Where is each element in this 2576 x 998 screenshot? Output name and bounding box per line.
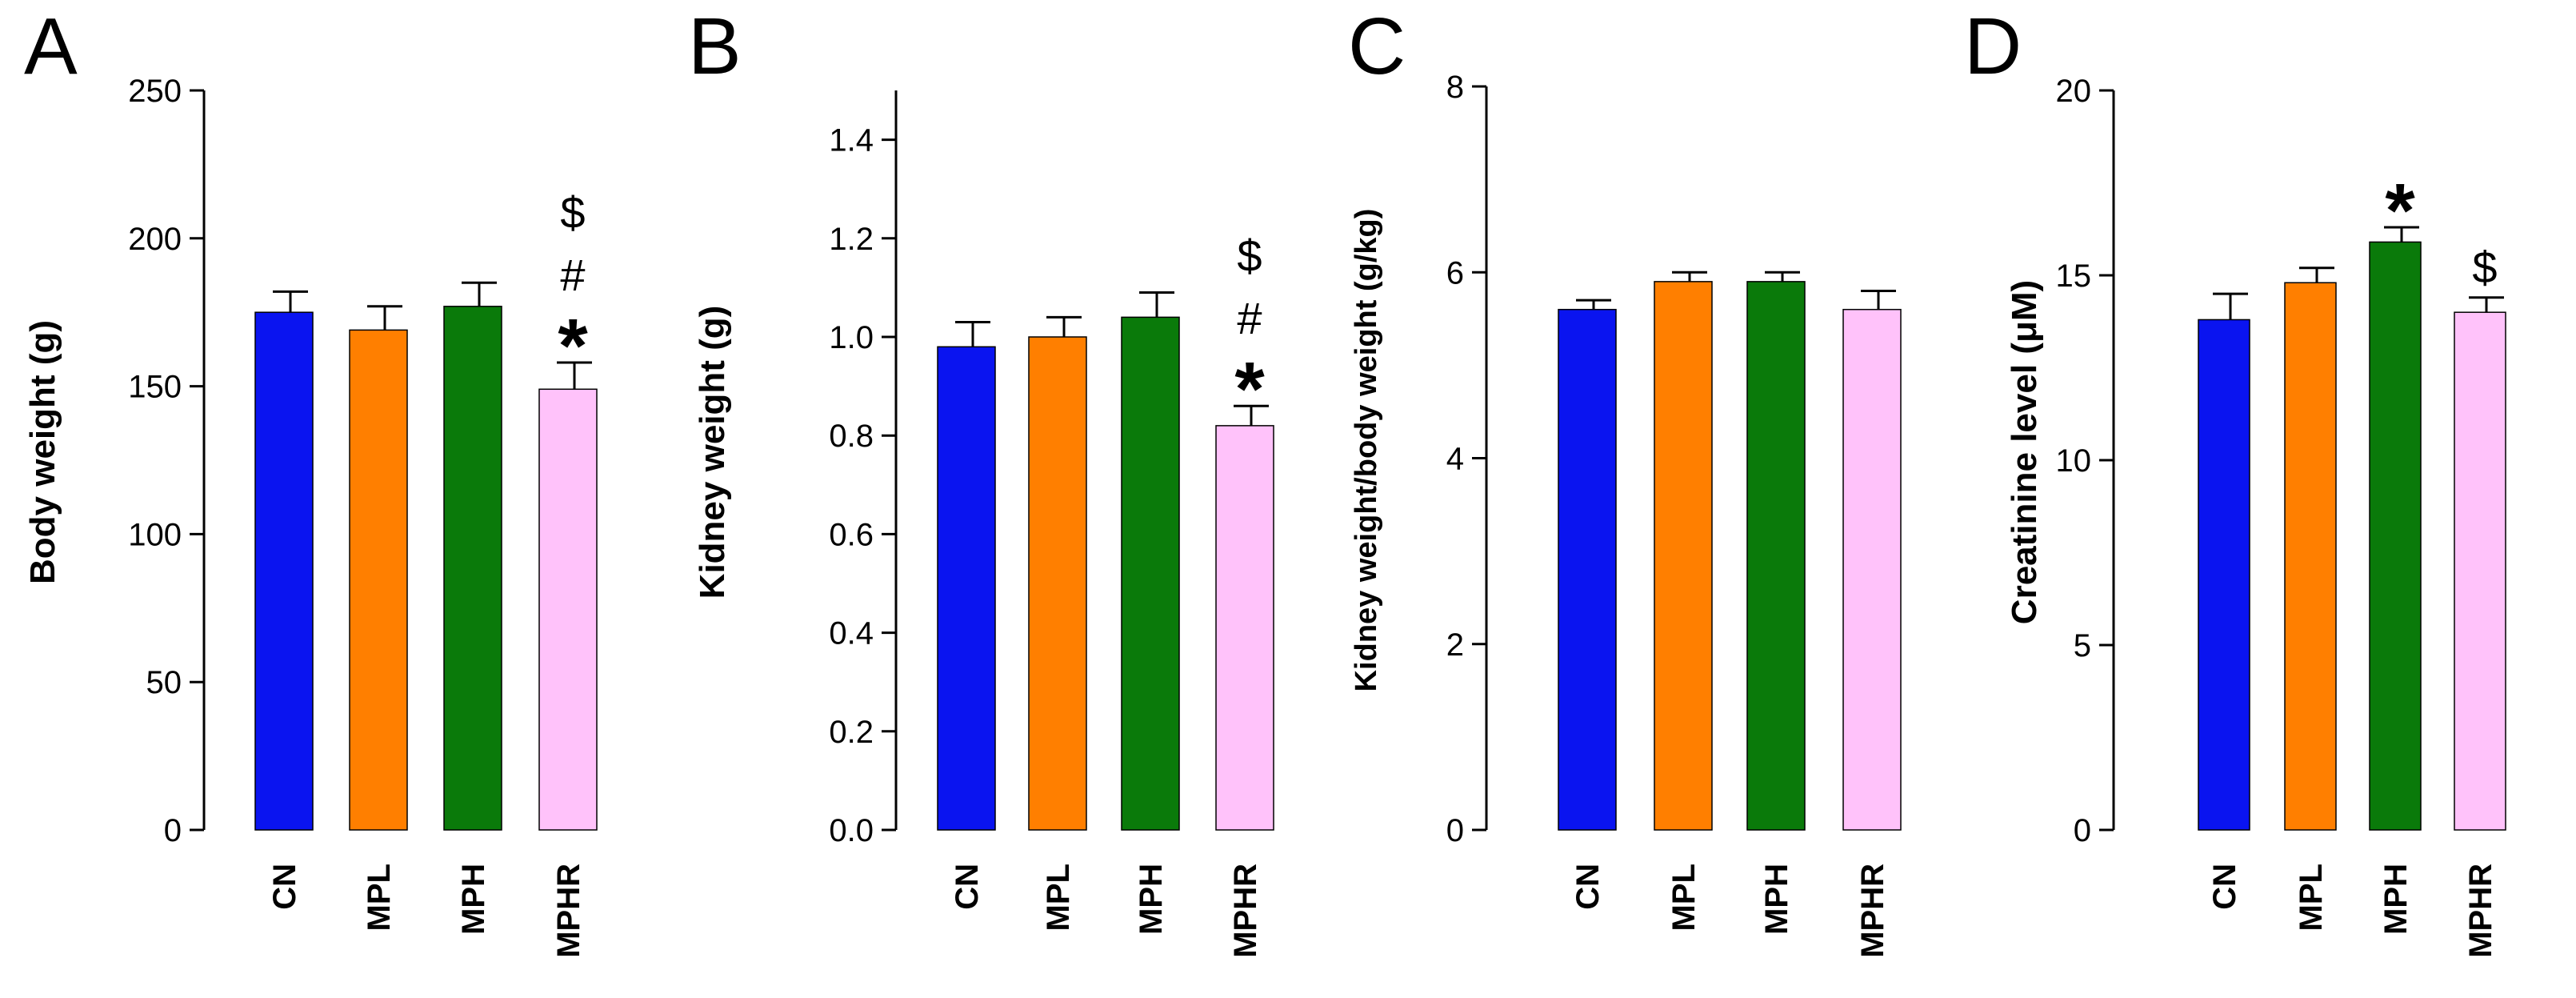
significance-mark: *: [558, 303, 588, 389]
significance-mark: $: [560, 187, 585, 238]
x-category-label: MPL: [2294, 864, 2329, 931]
x-category-label: CN: [2207, 864, 2242, 910]
panel-letter: A: [24, 2, 78, 91]
panel-c: C 0 2 4 6 8 Kidney weight/body weight (g/kg) CN…: [1348, 2, 1902, 958]
panel-letter: D: [1964, 2, 2022, 91]
y-tick-label: 0: [1446, 813, 1464, 848]
y-axis-title: Kidney weight/body weight (g/kg): [1350, 209, 1383, 692]
bar-mphr: [2454, 311, 2506, 831]
bar-mph: [2369, 241, 2422, 831]
bar-cn: [937, 346, 996, 831]
bar-mphr: [538, 388, 598, 831]
panel-b: B 0.0 0.2 0.4 0.6 0.8 1.0 1.2 1.4 Kidney weight (…: [688, 2, 1274, 958]
y-tick-label: 5: [2074, 628, 2091, 663]
y-tick-label: 100: [128, 517, 182, 552]
bar-mph: [443, 306, 502, 831]
y-tick-label: 0.2: [829, 715, 874, 750]
x-category-label: MPHR: [551, 864, 586, 958]
bar-cn: [2198, 319, 2250, 831]
y-tick-label: 1.2: [829, 222, 874, 257]
x-category-label: MPHR: [1855, 864, 1890, 958]
y-tick-label: 200: [128, 222, 182, 257]
bar-mph: [1121, 316, 1180, 831]
y-tick-label: 20: [2056, 74, 2092, 109]
bar-cn: [254, 311, 314, 831]
y-tick-label: 15: [2056, 259, 2092, 294]
bar-mphr: [1215, 425, 1274, 831]
y-tick-label: 150: [128, 370, 182, 405]
y-tick-label: 8: [1446, 70, 1464, 105]
y-tick-label: 1.4: [829, 123, 874, 158]
x-category-label: MPL: [362, 864, 397, 931]
x-category-label: MPL: [1041, 864, 1076, 931]
bar-mpl: [1028, 336, 1087, 831]
bar-mphr: [1842, 308, 1902, 831]
panel-a: A 0 50 100 150 200 250 Body weight (g) CN MPL MPH M…: [23, 2, 598, 958]
significance-mark: #: [560, 250, 585, 300]
x-category-label: MPL: [1666, 864, 1702, 931]
y-axis-title: Body weight (g): [23, 320, 62, 584]
bar-mph: [1746, 281, 1806, 831]
y-axis-title: Kidney weight (g): [693, 306, 732, 599]
significance-mark: #: [1237, 293, 1262, 343]
y-tick-label: 250: [128, 74, 182, 109]
significance-mark: $: [1237, 230, 1262, 281]
y-tick-label: 1.0: [829, 320, 874, 355]
y-tick-label: 6: [1446, 255, 1464, 291]
y-tick-label: 0.6: [829, 517, 874, 552]
y-tick-label: 0.0: [829, 813, 874, 848]
significance-mark: *: [1234, 347, 1265, 432]
y-tick-label: 10: [2056, 443, 2092, 479]
panel-letter: B: [688, 2, 742, 91]
bar-mpl: [1654, 281, 1713, 831]
bar-mpl: [2284, 282, 2337, 831]
y-tick-label: 0.4: [829, 616, 874, 651]
panel-letter: C: [1348, 2, 1406, 91]
y-tick-label: 0.8: [829, 419, 874, 454]
significance-mark: *: [2385, 168, 2415, 254]
significance-mark: $: [2472, 242, 2497, 293]
bar-mpl: [349, 329, 408, 831]
y-tick-label: 50: [146, 665, 182, 700]
panel-d: D 0 5 10 15 20 Creatinine level (μM) CN MPL MPH MP…: [1964, 2, 2506, 958]
x-category-label: MPHR: [1228, 864, 1263, 958]
x-category-label: MPH: [1134, 864, 1169, 935]
x-category-label: CN: [1570, 864, 1606, 910]
x-category-label: MPH: [2378, 864, 2414, 935]
x-category-label: MPH: [1759, 864, 1794, 935]
y-tick-label: 4: [1446, 442, 1464, 477]
x-category-label: MPH: [456, 864, 491, 935]
x-category-label: CN: [950, 864, 985, 910]
y-tick-label: 2: [1446, 627, 1464, 663]
y-axis-title: Creatinine level (μM): [2005, 280, 2044, 624]
x-category-label: CN: [267, 864, 302, 910]
y-tick-label: 0: [164, 813, 182, 848]
x-category-label: MPHR: [2463, 864, 2498, 958]
y-tick-label: 0: [2074, 813, 2091, 848]
bar-cn: [1558, 308, 1617, 831]
